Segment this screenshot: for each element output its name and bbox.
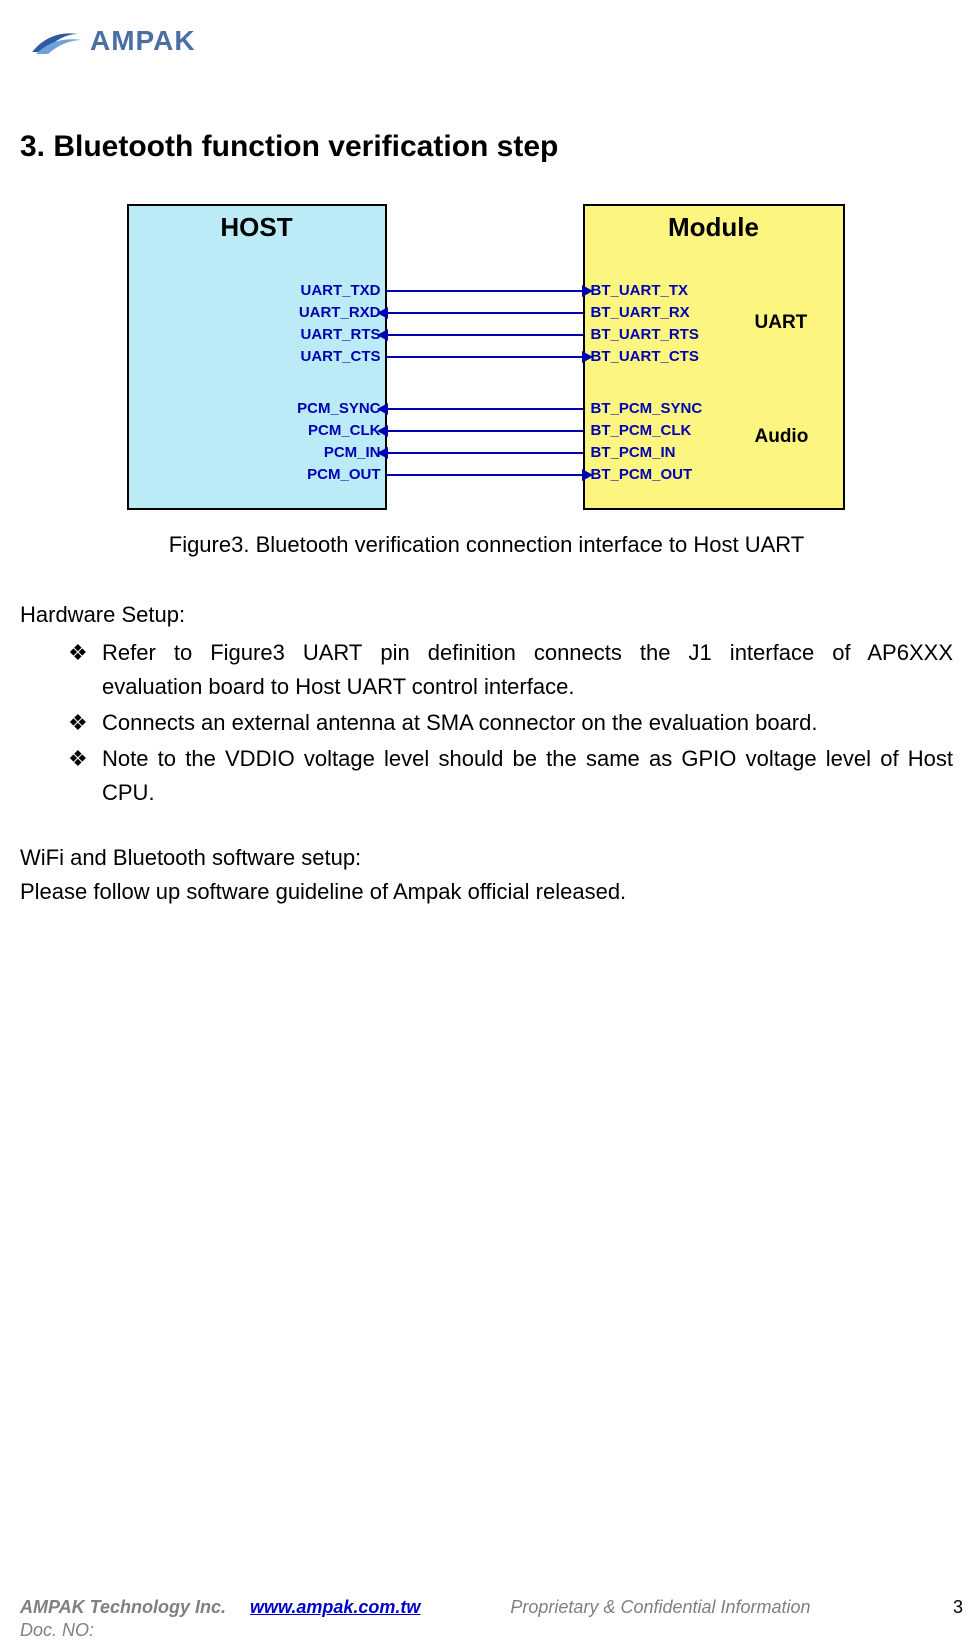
footer-company: AMPAK Technology Inc. — [20, 1597, 226, 1618]
arrow-left-icon — [377, 329, 388, 341]
module-signal: BT_UART_CTS — [591, 348, 699, 365]
bullet-icon: ❖ — [68, 742, 102, 810]
logo-text: AMPAK — [90, 25, 196, 56]
logo: AMPAK — [30, 25, 196, 63]
host-signal: PCM_OUT — [307, 466, 380, 483]
host-signal: UART_RXD — [299, 304, 381, 321]
logo-swoosh-icon — [30, 28, 86, 63]
software-line1: WiFi and Bluetooth software setup: — [20, 841, 953, 875]
host-signal: PCM_IN — [324, 444, 381, 461]
footer-page-number: 3 — [953, 1597, 963, 1618]
list-item-text: Connects an external antenna at SMA conn… — [102, 706, 953, 740]
wire — [387, 430, 583, 432]
list-item: ❖ Refer to Figure3 UART pin definition c… — [20, 636, 953, 670]
hardware-setup-block: Hardware Setup: ❖ Refer to Figure3 UART … — [20, 598, 953, 811]
page: AMPAK 3. Bluetooth function verification… — [0, 0, 973, 1651]
module-signal: BT_UART_RTS — [591, 326, 699, 343]
arrow-right-icon — [582, 285, 593, 297]
module-signal: BT_PCM_CLK — [591, 422, 692, 439]
list-item-cont: evaluation board to Host UART control in… — [20, 670, 953, 704]
host-title: HOST — [129, 206, 385, 243]
arrow-left-icon — [377, 403, 388, 415]
bullet-icon: ❖ — [68, 706, 102, 740]
wire — [387, 312, 583, 314]
list-item-text: Note to the VDDIO voltage level should b… — [102, 742, 953, 810]
module-signal: BT_PCM_OUT — [591, 466, 693, 483]
footer: AMPAK Technology Inc. www.ampak.com.tw P… — [20, 1597, 963, 1641]
module-signal: BT_UART_TX — [591, 282, 689, 299]
hardware-setup-heading: Hardware Setup: — [20, 598, 953, 632]
module-signal: BT_UART_RX — [591, 304, 690, 321]
module-title: Module — [585, 206, 843, 243]
bullet-icon: ❖ — [68, 636, 102, 670]
wire — [387, 334, 583, 336]
list-item: ❖ Connects an external antenna at SMA co… — [20, 706, 953, 740]
group-label-uart: UART — [755, 312, 808, 334]
arrow-right-icon — [582, 469, 593, 481]
footer-confidential: Proprietary & Confidential Information — [510, 1597, 810, 1618]
software-line2: Please follow up software guideline of A… — [20, 875, 953, 909]
footer-doc-no: Doc. NO: — [20, 1620, 963, 1641]
host-signal: UART_CTS — [300, 348, 380, 365]
wire — [387, 474, 583, 476]
host-signal: UART_TXD — [300, 282, 380, 299]
footer-url: www.ampak.com.tw — [250, 1597, 420, 1618]
arrow-left-icon — [377, 425, 388, 437]
arrow-left-icon — [377, 307, 388, 319]
bullet-spacer — [68, 670, 102, 704]
arrow-right-icon — [582, 351, 593, 363]
module-signal: BT_PCM_SYNC — [591, 400, 703, 417]
figure-caption: Figure3. Bluetooth verification connecti… — [20, 532, 953, 558]
group-label-audio: Audio — [755, 426, 809, 448]
figure: HOST Module UART_TXD UART_RXD UART_RTS U… — [20, 204, 953, 558]
hardware-setup-list: ❖ Refer to Figure3 UART pin definition c… — [20, 636, 953, 810]
diagram: HOST Module UART_TXD UART_RXD UART_RTS U… — [127, 204, 847, 514]
wire — [387, 356, 583, 358]
host-signal: PCM_CLK — [308, 422, 381, 439]
list-item-text-line1: Refer to Figure3 UART pin definition con… — [102, 636, 953, 670]
list-item-text-line2: evaluation board to Host UART control in… — [102, 670, 953, 704]
host-signal: UART_RTS — [300, 326, 380, 343]
software-setup-block: WiFi and Bluetooth software setup: Pleas… — [20, 841, 953, 909]
arrow-left-icon — [377, 447, 388, 459]
wire — [387, 452, 583, 454]
section-title: 3. Bluetooth function verification step — [20, 130, 953, 164]
host-signal: PCM_SYNC — [297, 400, 380, 417]
module-signal: BT_PCM_IN — [591, 444, 676, 461]
list-item: ❖ Note to the VDDIO voltage level should… — [20, 742, 953, 810]
wire — [387, 408, 583, 410]
wire — [387, 290, 583, 292]
